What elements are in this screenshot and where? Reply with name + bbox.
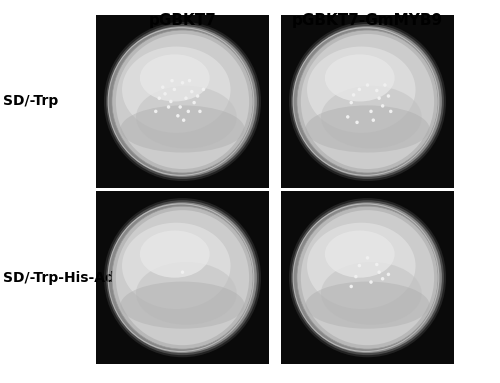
Ellipse shape bbox=[181, 81, 184, 85]
Ellipse shape bbox=[112, 206, 253, 349]
Ellipse shape bbox=[378, 97, 381, 100]
Ellipse shape bbox=[383, 83, 386, 87]
Ellipse shape bbox=[140, 54, 209, 101]
Bar bbox=[280, 192, 454, 364]
Ellipse shape bbox=[325, 231, 394, 278]
Text: pGBKT7-GmMYB9: pGBKT7-GmMYB9 bbox=[292, 13, 443, 28]
Ellipse shape bbox=[358, 88, 361, 91]
Ellipse shape bbox=[198, 110, 202, 113]
Text: SD/-Trp-His-Ade: SD/-Trp-His-Ade bbox=[2, 271, 124, 285]
Ellipse shape bbox=[306, 282, 430, 329]
Ellipse shape bbox=[154, 110, 158, 113]
Ellipse shape bbox=[136, 86, 237, 149]
Ellipse shape bbox=[105, 199, 260, 356]
Ellipse shape bbox=[307, 223, 416, 309]
Ellipse shape bbox=[178, 105, 182, 109]
Ellipse shape bbox=[375, 89, 378, 92]
Ellipse shape bbox=[389, 110, 392, 113]
Ellipse shape bbox=[192, 101, 196, 104]
Ellipse shape bbox=[307, 47, 416, 133]
Ellipse shape bbox=[188, 79, 191, 82]
Ellipse shape bbox=[293, 26, 442, 177]
Ellipse shape bbox=[182, 118, 186, 122]
Ellipse shape bbox=[122, 47, 230, 133]
Ellipse shape bbox=[386, 94, 390, 98]
Ellipse shape bbox=[321, 86, 422, 149]
Ellipse shape bbox=[184, 97, 188, 100]
Ellipse shape bbox=[169, 100, 172, 103]
Ellipse shape bbox=[356, 121, 359, 124]
Ellipse shape bbox=[186, 110, 190, 113]
Ellipse shape bbox=[381, 104, 384, 108]
Ellipse shape bbox=[116, 210, 249, 345]
Ellipse shape bbox=[196, 94, 200, 98]
Ellipse shape bbox=[386, 273, 390, 276]
Ellipse shape bbox=[158, 97, 161, 100]
Ellipse shape bbox=[297, 30, 438, 173]
Ellipse shape bbox=[181, 270, 184, 274]
Bar bbox=[280, 15, 454, 188]
Ellipse shape bbox=[306, 105, 430, 152]
Ellipse shape bbox=[350, 101, 353, 104]
Ellipse shape bbox=[167, 105, 170, 109]
Ellipse shape bbox=[378, 270, 381, 274]
Ellipse shape bbox=[301, 34, 434, 169]
Ellipse shape bbox=[120, 105, 244, 152]
Ellipse shape bbox=[164, 92, 167, 96]
Ellipse shape bbox=[108, 202, 257, 353]
Ellipse shape bbox=[140, 231, 209, 278]
Ellipse shape bbox=[372, 118, 375, 122]
Ellipse shape bbox=[352, 93, 356, 97]
Ellipse shape bbox=[350, 285, 353, 288]
Ellipse shape bbox=[122, 223, 230, 309]
Ellipse shape bbox=[202, 88, 205, 91]
Ellipse shape bbox=[176, 114, 180, 118]
Ellipse shape bbox=[293, 202, 442, 353]
Ellipse shape bbox=[190, 90, 194, 93]
Ellipse shape bbox=[346, 115, 350, 119]
Ellipse shape bbox=[369, 110, 372, 113]
Ellipse shape bbox=[161, 85, 164, 89]
Ellipse shape bbox=[112, 30, 253, 173]
Ellipse shape bbox=[321, 262, 422, 325]
Ellipse shape bbox=[136, 262, 237, 325]
Ellipse shape bbox=[354, 275, 358, 278]
Ellipse shape bbox=[301, 210, 434, 345]
Ellipse shape bbox=[116, 34, 249, 169]
Ellipse shape bbox=[381, 277, 384, 280]
Ellipse shape bbox=[325, 54, 394, 101]
Text: pGBKT7: pGBKT7 bbox=[148, 13, 216, 28]
Ellipse shape bbox=[172, 88, 176, 91]
Ellipse shape bbox=[108, 26, 257, 177]
Ellipse shape bbox=[358, 264, 361, 267]
Ellipse shape bbox=[105, 23, 260, 180]
Ellipse shape bbox=[120, 282, 244, 329]
Ellipse shape bbox=[290, 23, 445, 180]
Ellipse shape bbox=[366, 256, 369, 260]
Bar bbox=[96, 192, 270, 364]
Ellipse shape bbox=[170, 79, 174, 82]
Text: SD/-Trp: SD/-Trp bbox=[2, 95, 58, 108]
Ellipse shape bbox=[297, 206, 438, 349]
Ellipse shape bbox=[375, 263, 378, 266]
Bar bbox=[96, 15, 270, 188]
Ellipse shape bbox=[369, 280, 372, 284]
Ellipse shape bbox=[290, 199, 445, 356]
Ellipse shape bbox=[366, 83, 369, 87]
